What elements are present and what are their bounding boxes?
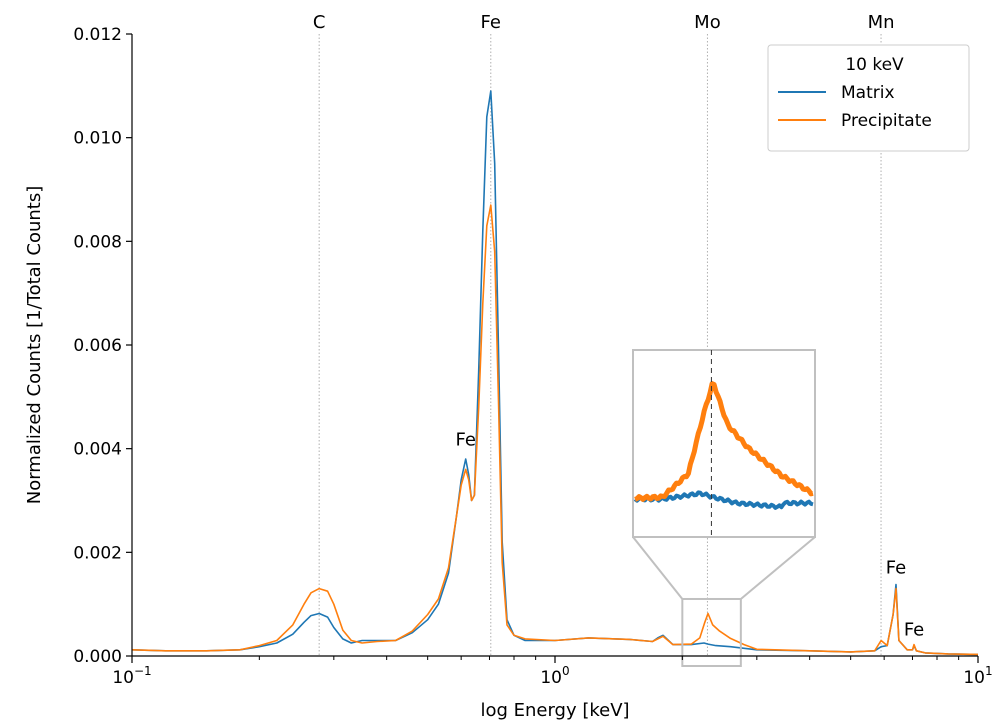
inset-connector-left [632, 536, 684, 600]
y-tick-label: 0.008 [73, 232, 122, 252]
plot-area [131, 90, 979, 668]
series-lines [131, 90, 979, 656]
tick-marks-and-labels: 0.000 0.002 0.004 0.006 0.008 0.010 0.012 10−1 1… [73, 25, 992, 688]
peak-label-fe: Fe [904, 619, 924, 640]
series-line-matrix [131, 90, 979, 656]
inset-connector-lines [632, 536, 816, 600]
x-axis-title: log Energy [keV] [480, 700, 629, 721]
element-label-mo: Mo [694, 12, 721, 33]
x-tick-label: 10−1 [112, 664, 151, 688]
peak-annotations: Fe Fe Fe [455, 429, 924, 640]
inset-line-matrix [633, 490, 814, 510]
legend-frame [767, 44, 970, 152]
element-label-c: C [313, 12, 326, 33]
x-tick-label: 101 [963, 664, 992, 688]
y-tick-label: 0.006 [73, 336, 122, 356]
zoom-inset [632, 349, 816, 538]
y-tick-label: 0.010 [73, 129, 122, 149]
zoom-window-box [681, 597, 742, 668]
peak-label-fe: Fe [886, 557, 906, 578]
legend-label-matrix: Matrix [841, 83, 895, 103]
legend: 10 keV Matrix Precipitate [767, 44, 970, 152]
series-line-precipitate [131, 204, 979, 656]
y-tick-label: 0.004 [73, 440, 122, 460]
legend-label-precipitate: Precipitate [841, 111, 932, 131]
inset-connector-right [740, 536, 816, 600]
y-tick-label: 0.012 [73, 25, 122, 45]
legend-title: 10 keV [845, 55, 904, 75]
y-axis-title: Normalized Counts [1/Total Counts] [24, 186, 45, 505]
inset-line-precipitate [634, 381, 814, 502]
element-reference-lines: C Fe Mo Mn [313, 12, 895, 656]
y-tick-label: 0.002 [73, 543, 122, 563]
element-label-fe: Fe [481, 12, 501, 33]
element-label-mn: Mn [868, 12, 895, 33]
y-tick-label: 0.000 [73, 647, 122, 667]
x-tick-label: 100 [540, 664, 569, 688]
peak-label-fe: Fe [455, 429, 475, 450]
inset-frame [632, 349, 816, 538]
